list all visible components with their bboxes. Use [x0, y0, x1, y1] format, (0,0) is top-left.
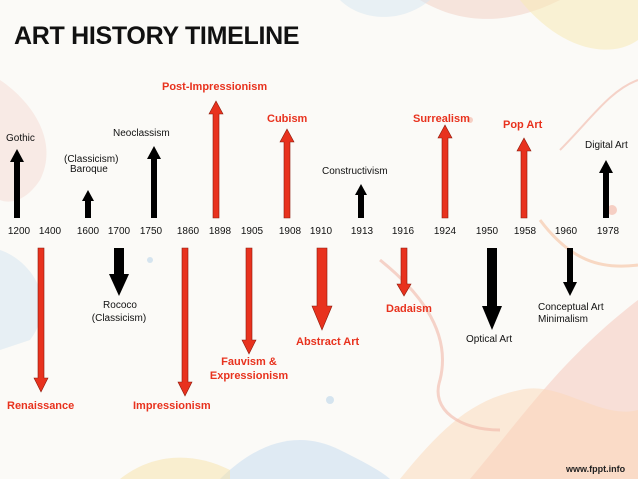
fauvism-arrow: [241, 247, 257, 355]
rococo-arrow: [109, 248, 129, 296]
abstract-art-arrow: [311, 247, 333, 331]
constructivism-arrow: [355, 184, 367, 218]
conceptual-art-label-line1: Conceptual Art: [538, 302, 604, 313]
cubism-arrow: [279, 128, 295, 219]
gothic-label: Gothic: [6, 133, 35, 144]
digital-art-label: Digital Art: [585, 140, 628, 151]
year-label: 1960: [554, 226, 578, 237]
digital-art-arrow: [599, 160, 613, 218]
pop-art-label: Pop Art: [503, 119, 543, 131]
year-label: 1400: [38, 226, 62, 237]
year-label: 1978: [596, 226, 620, 237]
page-title: ART HISTORY TIMELINE: [14, 22, 300, 50]
year-label: 1750: [139, 226, 163, 237]
year-label: 1950: [475, 226, 499, 237]
impressionism-arrow: [177, 247, 193, 397]
year-label: 1910: [309, 226, 333, 237]
neoclassism-label: Neoclassism: [113, 128, 170, 139]
year-label: 1958: [513, 226, 537, 237]
pop-art-arrow: [516, 137, 532, 219]
surrealism-label: Surrealism: [413, 113, 470, 125]
baroque-label-line1: (Classicism): [64, 154, 119, 165]
post-impressionism-arrow: [208, 100, 224, 219]
conceptual-art-arrow: [563, 248, 577, 296]
year-label: 1908: [278, 226, 302, 237]
conceptual-art-label-line2: Minimalism: [538, 314, 588, 325]
baroque-label-line2: Baroque: [70, 164, 108, 175]
neoclassism-arrow: [147, 146, 161, 218]
year-label: 1905: [240, 226, 264, 237]
year-label: 1924: [433, 226, 457, 237]
gothic-arrow: [10, 149, 24, 218]
renaissance-arrow: [33, 247, 49, 393]
dadaism-label: Dadaism: [386, 303, 432, 315]
impressionism-label: Impressionism: [133, 400, 211, 412]
constructivism-label: Constructivism: [322, 166, 388, 177]
year-label: 1700: [107, 226, 131, 237]
watermark-text: www.fppt.info: [566, 464, 626, 474]
optical-art-arrow: [482, 248, 502, 330]
rococo-label-line2: (Classicism): [91, 313, 147, 324]
dadaism-arrow: [396, 247, 412, 297]
rococo-label-line1: Rococo: [103, 300, 137, 311]
renaissance-label: Renaissance: [7, 400, 75, 412]
year-label: 1898: [208, 226, 232, 237]
year-label: 1913: [350, 226, 374, 237]
abstract-art-label: Abstract Art: [296, 336, 360, 348]
post-impressionism-label: Post-Impressionism: [162, 81, 268, 93]
cubism-label: Cubism: [267, 113, 308, 125]
year-label: 1600: [76, 226, 100, 237]
baroque-arrow: [82, 190, 94, 218]
fauvism-label-line2: Expressionism: [209, 370, 289, 382]
year-label: 1200: [7, 226, 31, 237]
year-label: 1860: [176, 226, 200, 237]
optical-art-label: Optical Art: [466, 334, 513, 345]
surrealism-arrow: [437, 124, 453, 219]
fauvism-label-line1: Fauvism &: [221, 356, 277, 368]
year-label: 1916: [391, 226, 415, 237]
